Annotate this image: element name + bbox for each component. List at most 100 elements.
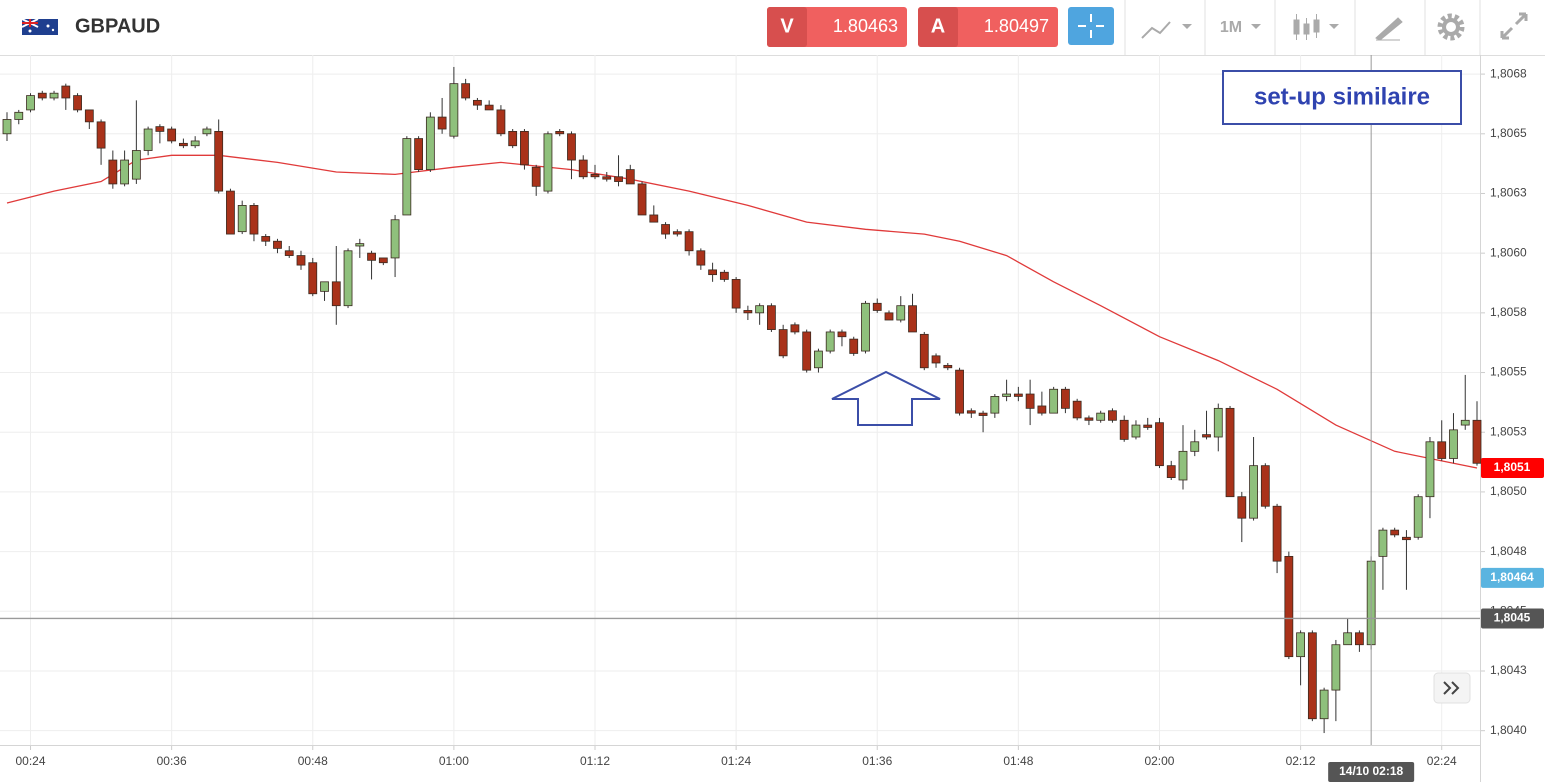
candle-body xyxy=(378,257,388,264)
candle-body xyxy=(178,142,188,147)
candle-body xyxy=(1331,644,1341,691)
candle-body xyxy=(1272,505,1282,562)
candle xyxy=(296,250,306,270)
candle-body xyxy=(273,240,282,249)
fullscreen-button[interactable] xyxy=(1500,12,1528,40)
crosshair-button-bg[interactable] xyxy=(1068,7,1114,45)
candle-body xyxy=(84,109,94,123)
candle-body xyxy=(1472,419,1482,464)
candle-body xyxy=(625,169,635,185)
timeframe-button[interactable]: 1M xyxy=(1220,19,1242,36)
x-tick-label: 01:24 xyxy=(721,754,751,768)
x-tick-label: 00:48 xyxy=(298,754,328,768)
candle xyxy=(1013,386,1023,402)
candle-body xyxy=(614,176,623,182)
candle-body xyxy=(1343,632,1353,646)
candle-body xyxy=(261,236,271,242)
chart-type-button[interactable] xyxy=(1141,21,1192,39)
x-tick-label: 00:36 xyxy=(157,754,187,768)
candle xyxy=(178,138,188,149)
candle xyxy=(520,129,529,170)
candle xyxy=(1143,417,1153,430)
x-tick-label: 02:24 xyxy=(1427,754,1457,768)
candle-body xyxy=(837,331,847,338)
y-tick-label: 1,8063 xyxy=(1490,186,1527,200)
toolbar-separators xyxy=(1124,0,1481,55)
candle-body xyxy=(531,166,541,187)
candle-body xyxy=(919,333,929,369)
candle-body xyxy=(802,331,812,371)
candle-body xyxy=(1449,429,1458,459)
candle xyxy=(1284,551,1294,660)
price-tag-label: 1,8045 xyxy=(1494,611,1531,625)
y-tick-label: 1,8058 xyxy=(1490,305,1527,319)
candle-body xyxy=(825,331,835,352)
candle-body xyxy=(1013,393,1023,397)
candle-body xyxy=(143,128,153,151)
plot-area: 1,8068 1,8065 1,8063 1,8060 1,8058 1,8055 1,80… xyxy=(0,55,1544,782)
candle-body xyxy=(1061,388,1070,409)
crosshair-icon xyxy=(1078,14,1104,38)
candle-body xyxy=(1084,417,1094,421)
candle-body xyxy=(567,133,576,161)
candle xyxy=(978,410,988,433)
candle-body xyxy=(49,92,59,99)
candle xyxy=(990,394,1000,418)
candle xyxy=(625,164,635,185)
candle-body xyxy=(637,183,647,216)
candle-body xyxy=(790,324,800,333)
symbol: GBPAUD xyxy=(75,15,160,37)
candle xyxy=(1307,630,1317,722)
candle-body xyxy=(190,140,200,147)
candle-body xyxy=(402,138,412,216)
candle-body xyxy=(249,205,259,235)
scroll-button[interactable] xyxy=(1433,672,1471,704)
candle-body xyxy=(767,305,776,330)
buy-price: 1.80497 xyxy=(984,16,1049,36)
candle xyxy=(1355,630,1364,652)
candle xyxy=(755,303,765,325)
x-tick-label: 01:48 xyxy=(1003,754,1033,768)
candle xyxy=(1378,527,1388,590)
candle xyxy=(567,131,576,180)
candle-body xyxy=(1178,450,1188,481)
candle xyxy=(919,331,929,371)
scroll-button-bg[interactable] xyxy=(1433,672,1471,704)
candle xyxy=(684,229,694,256)
y-tick-label: 1,8055 xyxy=(1490,365,1527,379)
candle-body xyxy=(390,219,400,259)
buy-button[interactable]: A 1.80497 xyxy=(918,7,1058,47)
drawing-tool-button[interactable] xyxy=(1375,17,1403,41)
candle xyxy=(26,93,35,113)
y-tick-label: 1,8053 xyxy=(1490,424,1527,438)
x-tick-label: 00:24 xyxy=(16,754,46,768)
candle xyxy=(1237,491,1247,543)
candle xyxy=(355,238,365,258)
candle-body xyxy=(131,150,141,180)
candle-body xyxy=(1402,536,1411,541)
candle-type-button[interactable] xyxy=(1293,14,1339,40)
candle-body xyxy=(214,131,224,192)
candle xyxy=(331,246,341,325)
price-tag-bg xyxy=(1481,458,1544,479)
candle xyxy=(84,109,94,130)
candle-body xyxy=(155,126,165,132)
crosshair-button[interactable] xyxy=(1068,7,1114,45)
sell-button[interactable]: V 1.80463 xyxy=(767,7,907,47)
scroll-icon xyxy=(1443,681,1460,695)
x-tick-label: 02:00 xyxy=(1144,754,1174,768)
candle xyxy=(308,257,318,297)
candle xyxy=(1190,429,1200,457)
candle xyxy=(767,303,776,332)
flag-icon xyxy=(21,18,58,35)
candle-body xyxy=(26,95,35,111)
candle xyxy=(602,171,612,182)
candle xyxy=(1319,687,1329,734)
candle xyxy=(320,281,329,301)
sell-label-bg xyxy=(767,7,807,47)
y-tick-label: 1,8043 xyxy=(1490,663,1527,677)
candle-body xyxy=(296,255,306,266)
candle-body xyxy=(343,250,353,307)
candle-body xyxy=(1190,441,1200,452)
settings-button[interactable] xyxy=(1437,13,1465,41)
